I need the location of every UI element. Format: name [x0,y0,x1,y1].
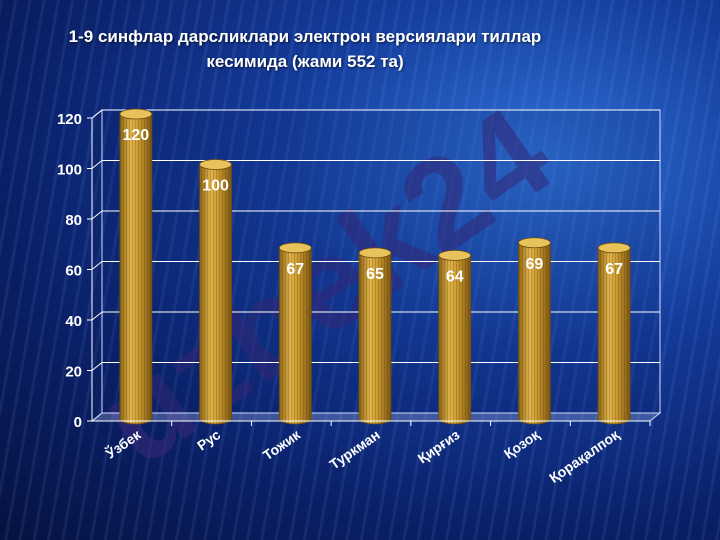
bar-texture [199,164,232,424]
y-tick-label: 60 [65,263,82,280]
x-category-label: Қирғиз [415,426,463,466]
y-gridline [91,261,660,270]
bar-value-label: 67 [286,261,304,278]
bar-top [597,242,631,254]
x-category-label: Қозоқ [501,426,542,462]
y-tick-label: 20 [65,364,82,381]
bar-value-label: 64 [446,268,464,285]
bar-value-label: 67 [605,261,623,278]
y-gridline [91,160,660,169]
y-gridline [91,210,660,220]
y-gridline [91,109,660,119]
bar-texture [438,255,471,424]
plot-area: 020406080100120120Ўзбек100Рус67Тожик65Ту… [57,108,662,486]
bar-top [438,249,472,261]
bar-top [278,242,312,254]
bar-texture [359,252,391,424]
bar-top [199,159,232,170]
x-category-label: Туркман [326,426,382,472]
bar-top [358,247,392,259]
bar-value-label: 120 [123,127,150,144]
bar-value-label: 69 [526,256,544,273]
x-category-label: Қорақалпоқ [546,426,622,486]
bar-texture [518,242,551,424]
y-tick-label: 100 [57,162,82,179]
bar-value-label: 100 [202,178,229,195]
y-tick-label: 80 [65,212,82,229]
y-tick-label: 40 [65,313,82,330]
bar-texture [119,114,152,424]
bar-texture [279,247,312,424]
x-category-label: Тожик [260,426,304,464]
chart-title-line-2: кесимида (жами 552 та) [206,52,404,71]
bar-value-label: 65 [366,266,384,283]
bar-top [119,108,153,120]
y-tick-label: 120 [57,111,82,128]
y-gridline [91,362,660,371]
y-tick-label: 0 [74,414,82,431]
y-gridline [91,311,660,321]
chart-title: 1-9 синфлар дарсликлари электрон версиял… [40,24,570,74]
bar-texture [598,247,631,424]
bar-top [518,237,551,249]
chart-title-line-1: 1-9 синфлар дарсликлари электрон версиял… [68,27,542,46]
